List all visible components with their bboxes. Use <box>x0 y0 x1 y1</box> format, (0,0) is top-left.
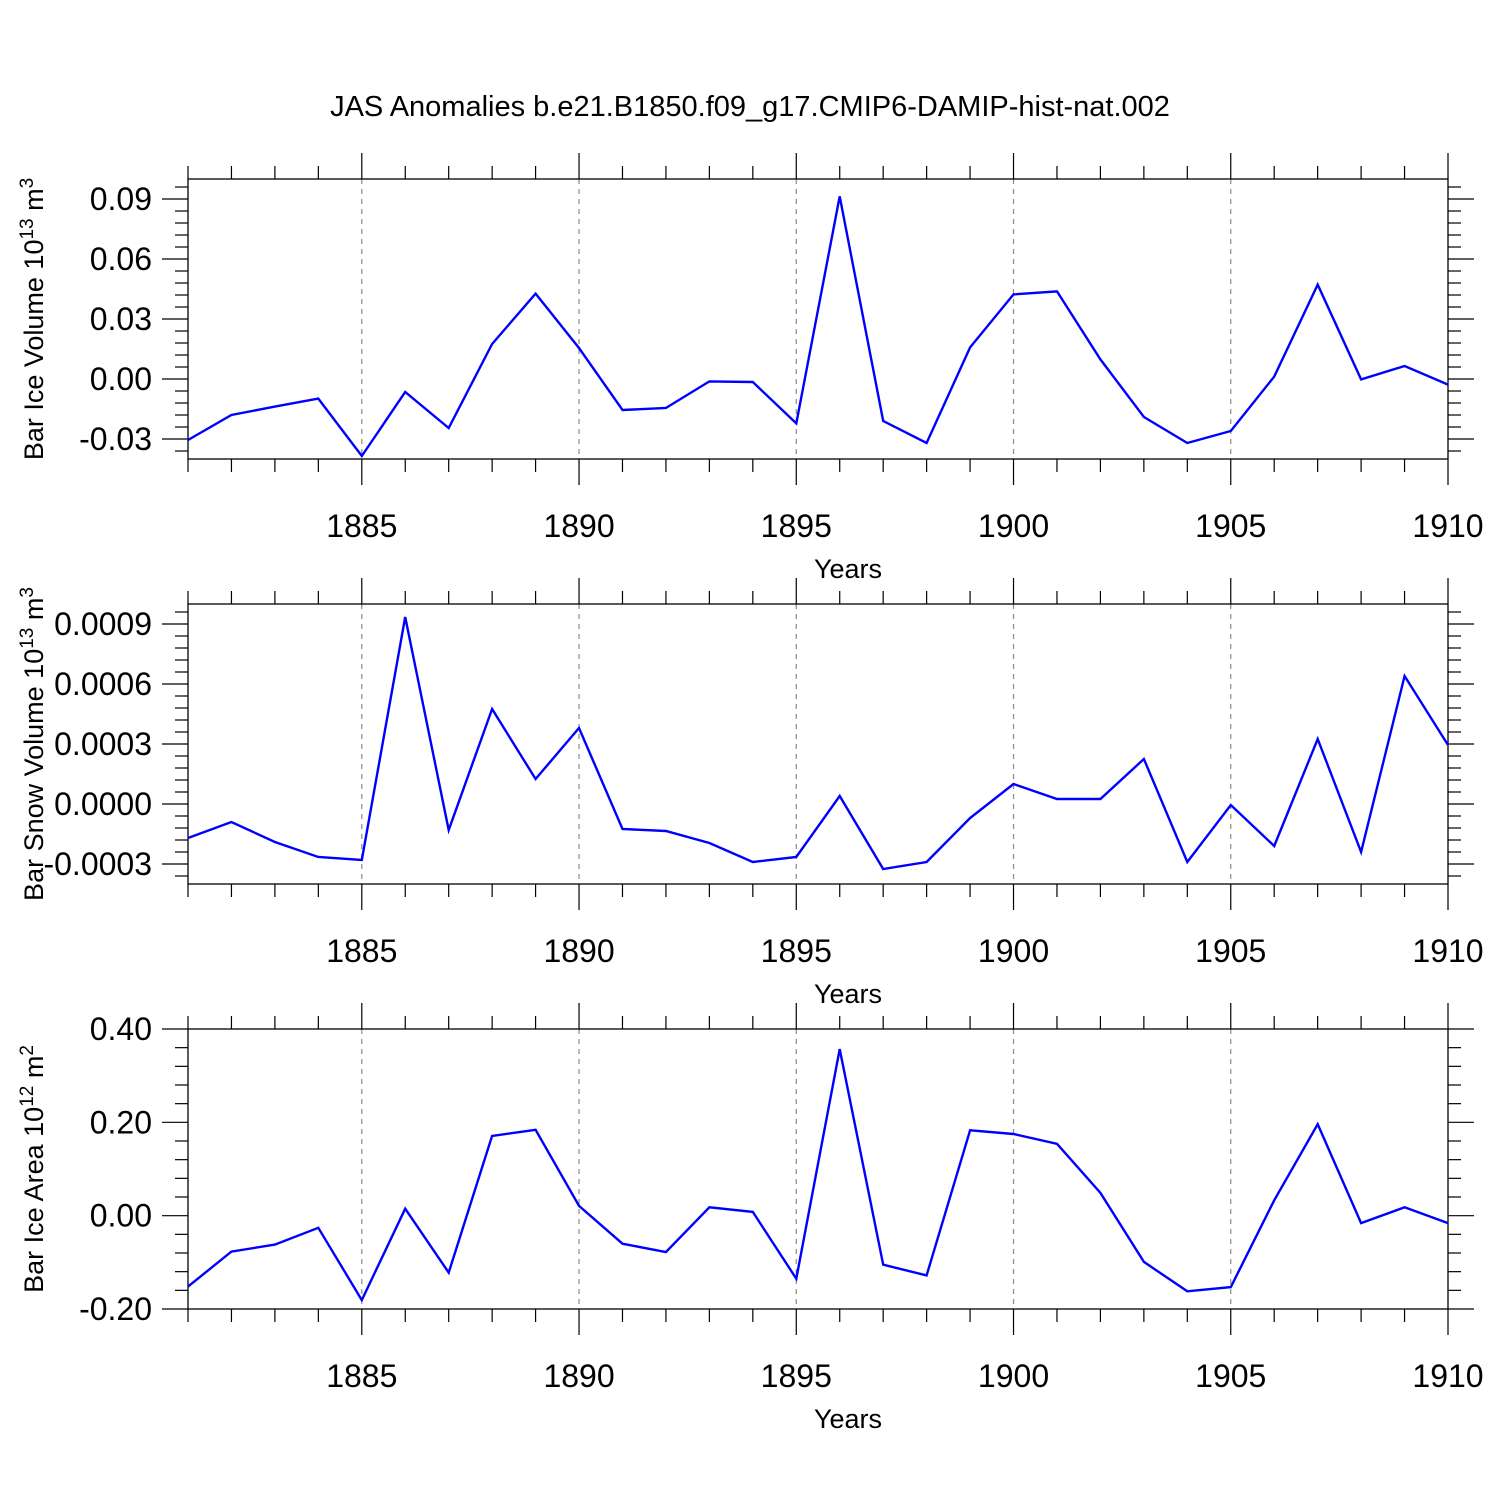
y-axis-title-sup: 13 <box>17 218 38 239</box>
y-axis-title-part: Bar Ice Volume 10 <box>19 240 49 461</box>
x-tick-label: 1900 <box>978 933 1049 969</box>
x-axis-title: Years <box>814 554 882 584</box>
plot-frame <box>187 178 1449 460</box>
x-tick-label: 1890 <box>543 933 614 969</box>
y-axis-title-part: m <box>19 188 49 218</box>
panel-snow-volume: 1885 1890 1895 1900 1905 1910 -0.0003 0.0000 0.0… <box>17 578 1484 1009</box>
y-tick-label: 0.00 <box>90 361 152 397</box>
y-tick-label: 0.0009 <box>54 606 152 642</box>
plot-frame <box>187 1028 1449 1310</box>
series-line <box>187 1048 1449 1303</box>
x-tick-label: 1895 <box>761 508 832 544</box>
x-tick-label: 1885 <box>326 508 397 544</box>
y-tick-label: 0.09 <box>90 181 152 217</box>
y-axis-title: Bar Snow Volume 1013 m3 <box>17 587 49 901</box>
y-tick-label: -0.03 <box>79 421 152 457</box>
x-axis-title: Years <box>814 979 882 1009</box>
y-axis-title-part: Bar Ice Area 10 <box>19 1107 49 1293</box>
chart-title: JAS Anomalies b.e21.B1850.f09_g17.CMIP6-… <box>330 91 1170 123</box>
y-axis-title-sup: 2 <box>17 1045 38 1056</box>
y-axis-title-part: m <box>19 598 49 628</box>
y-axis-title-part: m <box>19 1056 49 1086</box>
y-axis-title-sup: 13 <box>17 628 38 649</box>
y-axis-title-part: Bar Snow Volume 10 <box>19 649 49 901</box>
y-axis-title-sup: 3 <box>17 178 38 189</box>
y-tick-label: 0.06 <box>90 241 152 277</box>
x-tick-label: 1910 <box>1412 1358 1483 1394</box>
y-tick-label: 0.40 <box>90 1011 152 1047</box>
y-tick-label: -0.0003 <box>43 846 152 882</box>
x-tick-label: 1885 <box>326 1358 397 1394</box>
y-tick-label: -0.20 <box>79 1291 152 1327</box>
x-tick-label: 1890 <box>543 508 614 544</box>
x-tick-label: 1910 <box>1412 933 1483 969</box>
series-line <box>187 196 1449 459</box>
x-tick-label: 1900 <box>978 508 1049 544</box>
y-axis-title: Bar Ice Volume 1013 m3 <box>17 178 49 460</box>
x-axis-title: Years <box>814 1404 882 1434</box>
x-tick-label: 1905 <box>1195 933 1266 969</box>
y-axis-title-sup: 12 <box>17 1086 38 1107</box>
panel-ice-volume: 1885 1890 1895 1900 1905 1910 -0.03 0.00 0.03 0.0… <box>17 153 1484 584</box>
y-tick-label: 0.00 <box>90 1198 152 1234</box>
x-tick-label: 1895 <box>761 1358 832 1394</box>
y-tick-label: 0.03 <box>90 301 152 337</box>
y-axis-title: Bar Ice Area 1012 m2 <box>17 1045 49 1293</box>
x-tick-label: 1905 <box>1195 1358 1266 1394</box>
y-axis-title-sup: 3 <box>17 587 38 598</box>
y-tick-label: 0.0000 <box>54 786 152 822</box>
x-tick-label: 1890 <box>543 1358 614 1394</box>
y-tick-label: 0.0006 <box>54 666 152 702</box>
y-tick-label: 0.0003 <box>54 726 152 762</box>
plot-frame <box>187 603 1449 885</box>
x-tick-label: 1905 <box>1195 508 1266 544</box>
x-tick-label: 1885 <box>326 933 397 969</box>
x-tick-label: 1910 <box>1412 508 1483 544</box>
panel-ice-area: 1885 1890 1895 1900 1905 1910 -0.20 0.00 0.20 0.4… <box>17 1003 1484 1434</box>
y-tick-label: 0.20 <box>90 1104 152 1140</box>
x-tick-label: 1895 <box>761 933 832 969</box>
x-tick-label: 1900 <box>978 1358 1049 1394</box>
series-line <box>187 616 1450 871</box>
